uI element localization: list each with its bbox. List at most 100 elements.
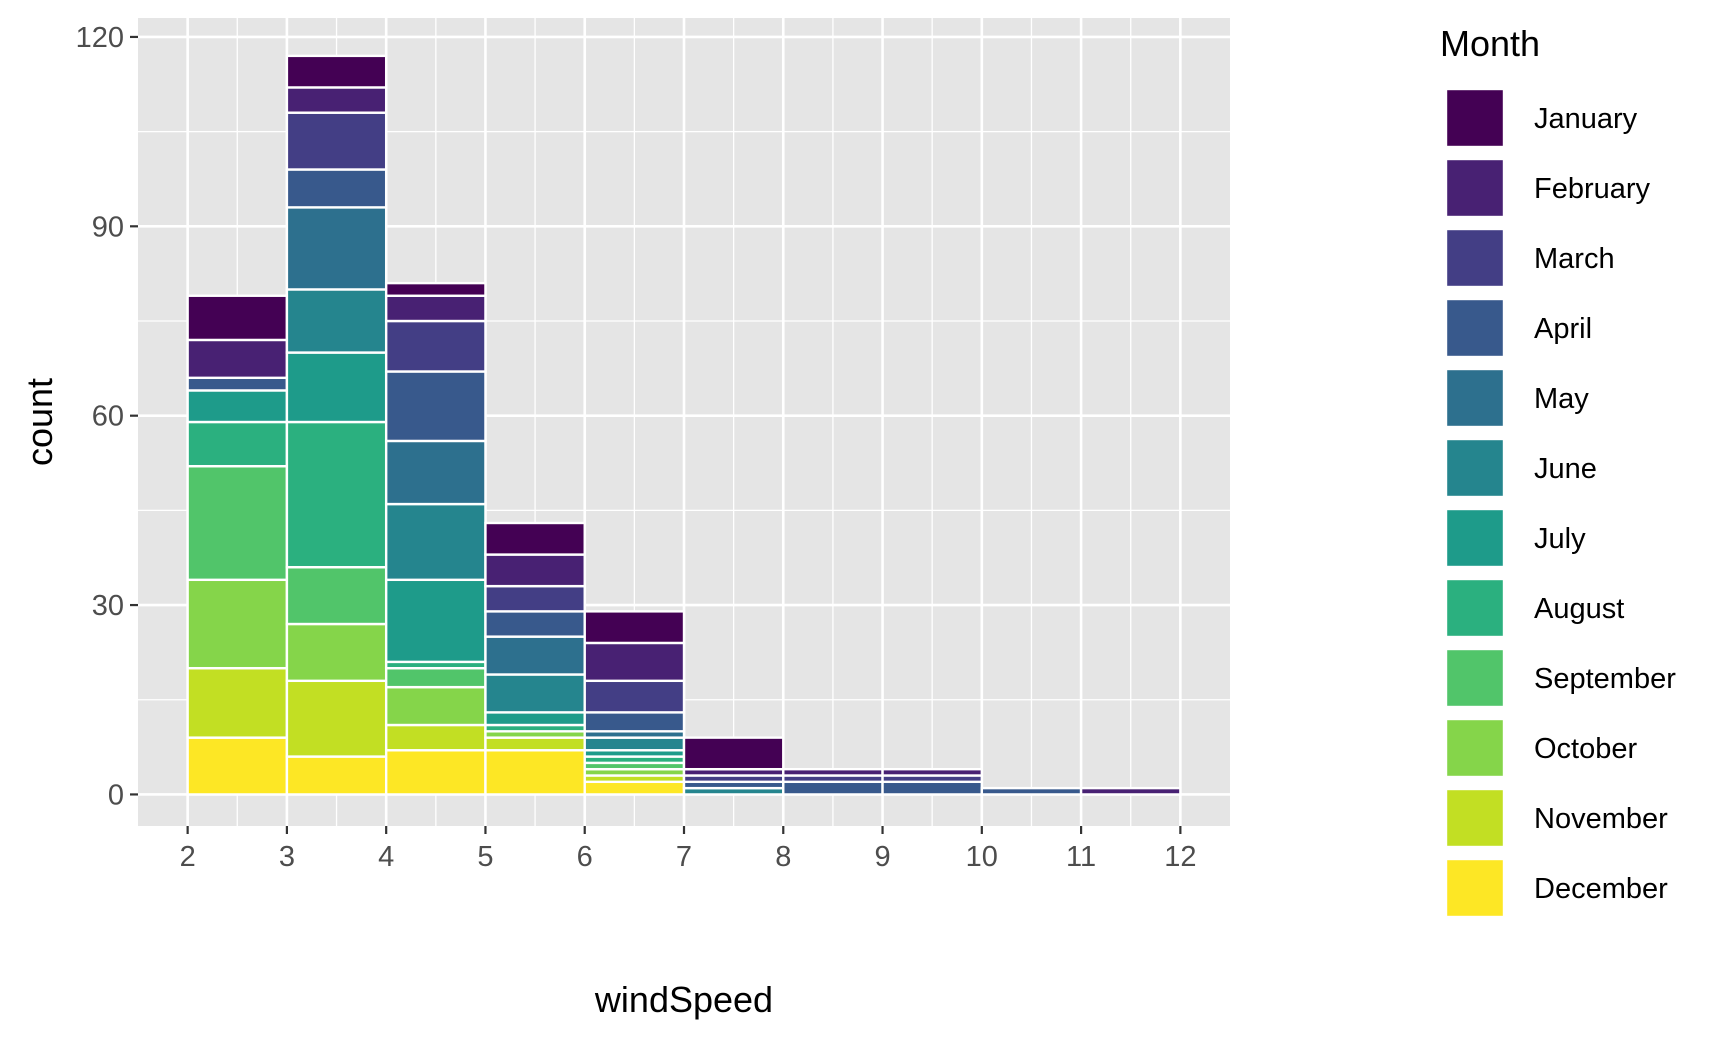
legend-label: February [1534, 173, 1651, 205]
bar-segment [186, 389, 289, 424]
y-tick-label: 90 [92, 211, 124, 243]
legend-key [1444, 507, 1506, 569]
bar-segment [881, 767, 984, 777]
legend-label: September [1534, 663, 1676, 695]
bar-segment [484, 711, 586, 727]
y-axis-title: count [19, 378, 60, 466]
bar-segment [484, 553, 586, 588]
legend-title: Month [1440, 23, 1540, 64]
bar-segment [583, 711, 686, 733]
bar-segment [384, 439, 487, 506]
legend-key [1444, 297, 1506, 359]
bar-segment [285, 86, 388, 114]
bar-segment [384, 294, 487, 323]
bar-segment [682, 736, 785, 771]
y-tick-label: 60 [92, 401, 124, 433]
bar-segment [186, 338, 289, 380]
bar-segment [484, 673, 586, 714]
legend-label: October [1534, 733, 1637, 765]
bar-segment [285, 54, 388, 89]
bar-segment [583, 610, 686, 645]
x-tick-label: 8 [775, 841, 791, 873]
bar-segment [583, 780, 686, 796]
bar-segment [484, 521, 586, 556]
y-tick-label: 30 [92, 590, 124, 622]
legend-key [1444, 857, 1506, 919]
bar-segment [782, 767, 884, 777]
x-tick-label: 5 [477, 841, 493, 873]
bar-segment [782, 780, 884, 796]
x-tick-label: 7 [676, 841, 692, 873]
legend-key [1444, 227, 1506, 289]
bar-segment [384, 749, 487, 796]
bar-segment [285, 679, 388, 758]
legend-key [1444, 577, 1506, 639]
legend-label: May [1534, 383, 1589, 415]
bar-segment [285, 351, 388, 424]
legend: Month January February March April May June Ju… [1440, 23, 1676, 919]
bar-segment [285, 111, 388, 171]
legend-key [1444, 647, 1506, 709]
y-tick-label: 120 [76, 22, 124, 54]
legend-label: January [1534, 103, 1638, 135]
bar-segment [484, 635, 586, 676]
legend-label: August [1534, 593, 1624, 625]
x-axis-title: windSpeed [594, 979, 773, 1020]
x-tick-label: 12 [1164, 841, 1196, 873]
bar-segment [186, 736, 289, 796]
legend-key [1444, 717, 1506, 779]
bar-segment [186, 666, 289, 739]
legend-key [1444, 787, 1506, 849]
x-axis: 2 3 4 5 6 7 8 9 10 11 12 [180, 826, 1196, 873]
legend-key [1444, 157, 1506, 219]
bar-segment [484, 584, 586, 613]
bar-segment [285, 755, 388, 796]
bar-segment [384, 685, 487, 727]
bar-segment [484, 736, 586, 752]
bar-segment [384, 666, 487, 689]
bar-segment [384, 281, 487, 297]
bar-segment [1079, 786, 1182, 796]
bar-segment [583, 641, 686, 683]
y-axis: 0 30 60 90 120 [76, 22, 138, 811]
legend-items: January February March April May June July Augu… [1444, 87, 1676, 919]
bar-segment [881, 780, 984, 796]
bar-segment [384, 578, 487, 664]
bar-segment [484, 610, 586, 638]
legend-key [1444, 437, 1506, 499]
legend-label: November [1534, 803, 1668, 835]
bar-segment [384, 502, 487, 582]
bar-segment [583, 736, 686, 752]
legend-label: July [1534, 523, 1586, 555]
bar-segment [285, 168, 388, 209]
bar-segment [285, 622, 388, 683]
x-tick-label: 6 [577, 841, 593, 873]
bar-segment [285, 565, 388, 626]
x-tick-label: 4 [378, 841, 394, 873]
bars [186, 54, 1182, 796]
bar-segment [285, 206, 388, 291]
bar-segment [384, 370, 487, 443]
legend-key [1444, 367, 1506, 429]
legend-label: April [1534, 313, 1592, 345]
bar-segment [186, 578, 289, 670]
bar-segment [583, 679, 686, 714]
bar-segment [186, 464, 289, 582]
legend-key [1444, 87, 1506, 149]
bar-segment [484, 749, 586, 796]
legend-label: December [1534, 873, 1668, 905]
x-tick-label: 11 [1066, 841, 1096, 873]
x-tick-label: 3 [279, 841, 295, 873]
bar-segment [186, 376, 289, 392]
legend-label: June [1534, 453, 1597, 485]
bar-segment [980, 786, 1083, 796]
bar-segment [285, 288, 388, 354]
legend-label: March [1534, 243, 1615, 275]
bar-segment [384, 723, 487, 752]
y-tick-label: 0 [108, 779, 124, 811]
x-tick-label: 10 [966, 841, 998, 873]
bar-segment [186, 294, 289, 342]
x-tick-label: 9 [874, 841, 890, 873]
x-tick-label: 2 [180, 841, 196, 873]
